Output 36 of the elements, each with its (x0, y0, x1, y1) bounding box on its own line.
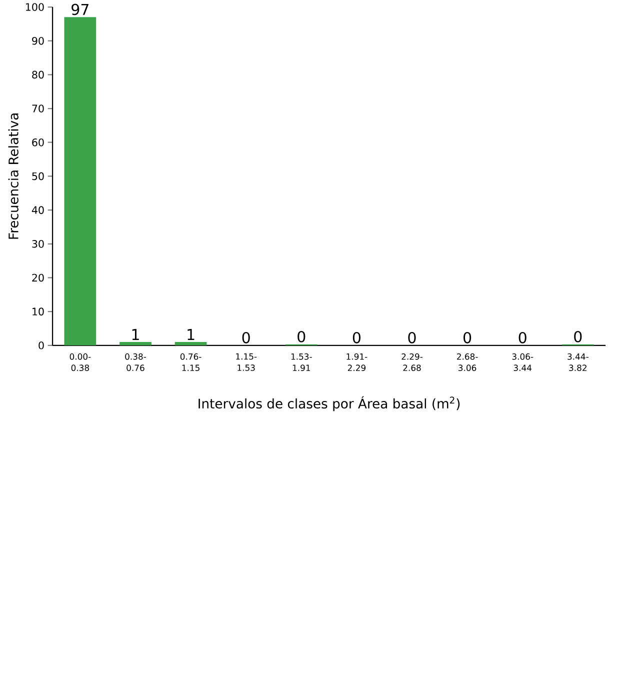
x-axis-title: Intervalos de clases por Área basal (m$^{2}$) (198, 396, 460, 412)
y-tick-label: 30 (32, 240, 44, 248)
bar (175, 342, 207, 346)
x-tick-label: 0.76-1.15 (180, 353, 202, 372)
x-tick-label: 0.00-0.38 (70, 353, 91, 372)
data-label: 0 (298, 330, 306, 342)
data-label: 0 (408, 332, 416, 344)
data-label: 0 (464, 332, 472, 344)
y-tick-label: 20 (32, 274, 44, 282)
y-tick-label: 80 (32, 70, 44, 79)
y-tick-label: 60 (32, 138, 44, 146)
bar (120, 342, 152, 346)
y-axis-title: Frecuencia Relativa (8, 114, 19, 239)
y-tick-label: 90 (32, 36, 44, 45)
data-label: 0 (353, 332, 361, 344)
y-tick-label: 50 (32, 172, 44, 180)
x-tick-label: 3.44-3.82 (568, 353, 589, 372)
data-label: 0 (574, 330, 582, 342)
x-tick-label: 1.15-1.53 (236, 353, 257, 371)
y-tick-label: 10 (32, 308, 44, 316)
y-tick-label: 40 (32, 206, 44, 214)
y-tick-label: 70 (32, 104, 44, 112)
data-label: 0 (519, 332, 527, 344)
x-tick-label: 1.53-1.91 (292, 353, 312, 372)
data-label: 97 (72, 4, 89, 16)
x-tick-label: 0.38-0.76 (125, 353, 146, 372)
x-tick-label: 2.68-3.06 (457, 353, 478, 372)
y-tick-label: 100 (26, 3, 44, 11)
x-tick-label: 1.91-2.29 (346, 353, 368, 372)
y-tick-label: 0 (38, 341, 44, 350)
x-tick-label: 3.06-3.44 (512, 353, 534, 372)
data-label: 0 (242, 332, 250, 344)
x-tick-label: 2.29-2.68 (402, 353, 423, 372)
data-label: 1 (188, 329, 194, 340)
bar (64, 17, 96, 346)
data-label: 1 (132, 329, 140, 340)
